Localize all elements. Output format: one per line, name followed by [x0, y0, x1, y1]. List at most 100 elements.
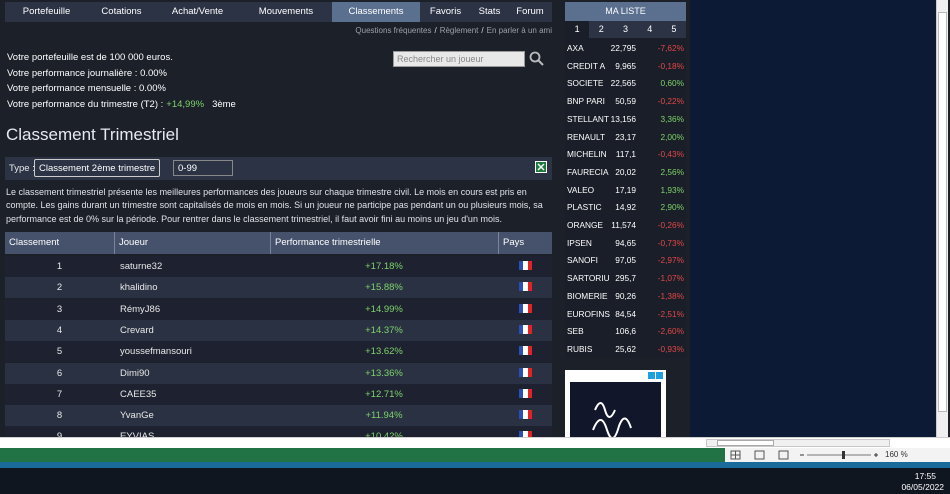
player[interactable]: Dimi90	[120, 367, 150, 379]
nav-tab[interactable]: Classements	[332, 2, 420, 22]
stock-name[interactable]: SEB	[567, 326, 584, 337]
stock-name[interactable]: SARTORIU	[567, 273, 610, 284]
table-row: 2 khalidino +15.88%	[5, 277, 552, 299]
page-break-view[interactable]	[778, 450, 789, 460]
performance: +11.94%	[365, 410, 403, 422]
stock-name[interactable]: FAURECIA	[567, 166, 609, 177]
stock-name[interactable]: CREDIT A	[567, 60, 606, 71]
layout-view[interactable]	[754, 450, 765, 460]
clock-date: 06/05/2022	[901, 482, 944, 492]
player[interactable]: Crevard	[120, 324, 154, 336]
player[interactable]: saturne32	[120, 261, 163, 272]
flag-fr	[519, 261, 532, 270]
nav-tab[interactable]: Portefeuille	[22, 6, 71, 17]
excel-status-bar	[0, 448, 725, 462]
stock-name[interactable]: VALEO	[567, 184, 595, 195]
nav-tab[interactable]: Mouvements	[258, 6, 314, 17]
scroll-thumb[interactable]	[938, 12, 947, 412]
stock-name[interactable]: BIOMERIE	[567, 290, 608, 301]
column-header[interactable]: Performance trimestrielle	[270, 232, 498, 254]
performance: +13.62%	[365, 346, 403, 358]
ad-image	[570, 372, 663, 437]
excel-export[interactable]	[535, 161, 547, 173]
stock-name[interactable]: BNP PARI	[567, 96, 605, 107]
watchlist-tab[interactable]: 4	[647, 24, 653, 34]
stock-name[interactable]: STELLANT	[567, 113, 609, 124]
player[interactable]: YvanGe	[120, 410, 154, 422]
stock-name[interactable]: PLASTIC	[567, 202, 602, 213]
flag-stripe	[519, 431, 524, 437]
help-link[interactable]: Règlement	[439, 26, 479, 35]
player[interactable]: youssefmansouri	[120, 346, 192, 358]
watchlist-tab[interactable]: 5	[671, 24, 677, 34]
flag-stripe	[523, 303, 528, 313]
flag-stripe	[527, 282, 532, 292]
performance: +15.88%	[365, 282, 403, 294]
range-select[interactable]: 0-99	[173, 160, 233, 176]
stock-name[interactable]: IPSEN	[567, 237, 592, 248]
stock-change: -0,22%	[657, 96, 684, 107]
stock-name[interactable]: RENAULT	[567, 131, 606, 142]
stock-name[interactable]: SOCIETE	[567, 78, 604, 89]
watchlist-row: FAURECIA 20,02 2,56%	[565, 166, 686, 182]
watchlist-row: SANOFI 97,05 -2,97%	[565, 254, 686, 270]
watchlist-tab[interactable]: 1	[565, 21, 590, 38]
stock-name[interactable]: SANOFI	[567, 255, 598, 266]
watchlist: MA LISTE 1 2 3 4 5 AXA 22,795 -7,62% CREDIT A 9,96…	[565, 2, 686, 358]
nav-tab[interactable]: Forum	[516, 6, 544, 17]
flag-stripe	[519, 324, 524, 334]
table-row: 7 CAEE35 +12.71%	[5, 383, 552, 405]
advertisement[interactable]	[565, 370, 666, 437]
h-scrollbar[interactable]	[706, 439, 890, 447]
view-icons	[730, 450, 878, 460]
stock-price: 22,795	[610, 43, 636, 53]
nav-tab[interactable]: Cotations	[101, 6, 142, 17]
table-row: 6 Dimi90 +13.36%	[5, 362, 552, 384]
flag-fr	[519, 346, 532, 356]
v-scrollbar[interactable]	[936, 0, 948, 437]
watchlist-row: MICHELIN 117,1 -0,43%	[565, 148, 686, 164]
stock-change: -2,51%	[657, 308, 684, 319]
h-scroll-area	[0, 437, 950, 448]
stock-name[interactable]: MICHELIN	[567, 149, 607, 160]
flag-stripe	[527, 367, 532, 377]
player[interactable]: EYVIAS	[120, 431, 155, 437]
table-row: 3 RémyJ86 +14.99%	[5, 298, 552, 320]
type-select[interactable]: Classement 2ème trimestre	[34, 159, 160, 177]
nav-tab[interactable]: Stats	[478, 6, 501, 17]
help-link[interactable]: Questions fréquentes	[355, 26, 432, 35]
rank: 9	[56, 431, 63, 437]
column-header[interactable]: Pays	[498, 232, 552, 254]
watchlist-row: PLASTIC 14,92 2,90%	[565, 201, 686, 217]
table-header: Classement Joueur Performance trimestriell…	[5, 232, 552, 254]
stock-change: 0,60%	[660, 78, 684, 89]
scroll-thumb[interactable]	[717, 440, 774, 446]
watchlist-tab[interactable]: 2	[598, 24, 604, 34]
stock-name[interactable]: EUROFINS	[567, 308, 610, 319]
player[interactable]: CAEE35	[120, 388, 157, 400]
column-header[interactable]: Joueur	[114, 232, 270, 254]
summary-line: Votre performance journalière : 0.00%	[7, 67, 168, 79]
zoom-handle[interactable]	[842, 451, 845, 459]
watchlist-row: BNP PARI 50,59 -0,22%	[565, 95, 686, 111]
rank: 7	[56, 388, 63, 400]
flag-stripe	[519, 282, 524, 292]
watchlist-row: CREDIT A 9,965 -0,18%	[565, 60, 686, 76]
stock-name[interactable]: AXA	[567, 43, 584, 53]
flag-stripe	[527, 324, 532, 334]
side-area	[690, 0, 936, 437]
search-icon[interactable]	[529, 51, 545, 67]
separator: /	[434, 26, 437, 35]
search-input[interactable]: Rechercher un joueur	[393, 51, 525, 67]
stock-name[interactable]: RUBIS	[567, 343, 593, 354]
flag-stripe	[523, 410, 528, 420]
stock-name[interactable]: ORANGE	[567, 220, 603, 230]
player[interactable]: RémyJ86	[120, 303, 161, 315]
help-link[interactable]: En parler à un ami	[486, 26, 552, 35]
nav-tab[interactable]: Achat/Vente	[171, 6, 224, 17]
flag-stripe	[523, 431, 528, 437]
player[interactable]: khalidino	[120, 282, 158, 294]
column-header[interactable]: Classement	[9, 237, 60, 248]
nav-tab[interactable]: Favoris	[429, 6, 462, 17]
watchlist-tab[interactable]: 3	[623, 24, 629, 34]
